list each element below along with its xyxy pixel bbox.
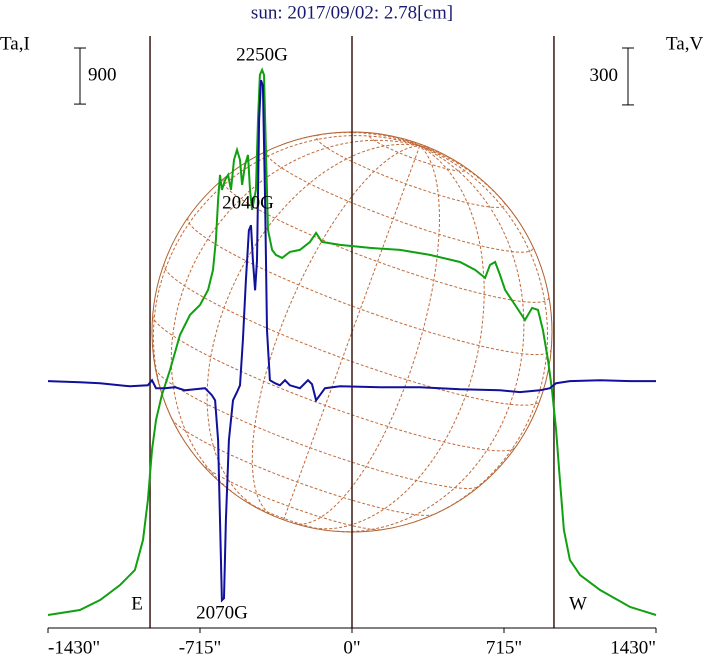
- grid-line: [309, 145, 485, 530]
- grid-line: [266, 150, 534, 253]
- grid-line: [171, 418, 435, 516]
- grid-line: [316, 134, 506, 208]
- annotation: 2040G: [222, 192, 274, 213]
- y2-axis-label: Ta,V: [666, 33, 703, 54]
- series-line: [47, 67, 657, 616]
- annotation: E: [131, 593, 143, 614]
- grid-line: [163, 263, 541, 406]
- grid-line: [293, 145, 441, 525]
- x-tick-label: -715": [179, 637, 222, 658]
- x-tick-label: 0": [343, 637, 360, 658]
- x-tick-label: 715": [486, 637, 522, 658]
- grid-line: [222, 178, 550, 303]
- series-line: [47, 79, 656, 603]
- grid-line: [368, 132, 467, 172]
- grid-line: [283, 145, 421, 521]
- annotation: 2070G: [196, 602, 248, 623]
- chart-title: sun: 2017/09/02: 2.78[cm]: [251, 2, 453, 23]
- grid-line: [336, 145, 525, 533]
- annotation: W: [569, 593, 587, 614]
- scale-bar: 900: [74, 47, 117, 105]
- grid-line: [419, 145, 462, 165]
- grid-line: [419, 145, 428, 148]
- solar-disk: [151, 131, 553, 533]
- grid-line: [152, 135, 420, 438]
- x-tick-label: 1430": [610, 637, 656, 658]
- grid-line: [414, 145, 549, 523]
- annotation: 2250G: [236, 44, 288, 65]
- scale-bar-label: 300: [590, 65, 619, 86]
- x-tick-label: -1430": [48, 637, 100, 658]
- grid-line: [152, 315, 516, 452]
- grid-line: [251, 145, 420, 517]
- grid-line: [244, 500, 327, 531]
- grid-line: [419, 145, 440, 153]
- scale-bar-label: 900: [88, 64, 117, 85]
- grid-line: [170, 139, 420, 496]
- scale-bar: 300: [590, 47, 634, 106]
- y-axis-label: Ta,I: [0, 33, 30, 54]
- grid-line: [187, 217, 552, 356]
